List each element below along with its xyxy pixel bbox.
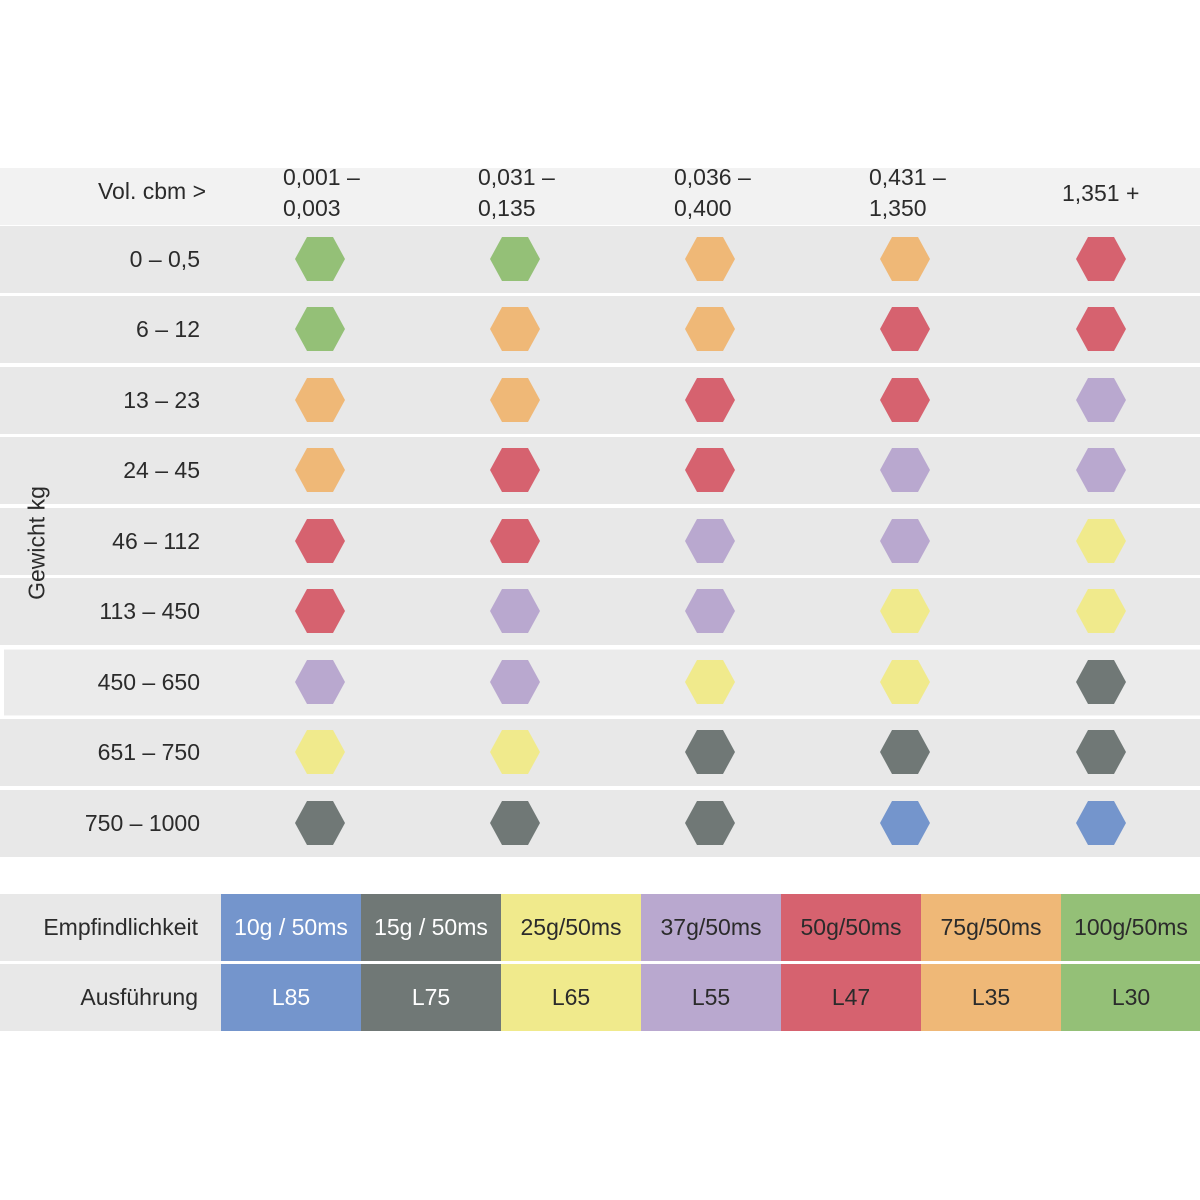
variant-cell: L30	[1061, 964, 1200, 1031]
hexagon-marker-l47	[879, 377, 931, 423]
hexagon-marker-l35	[684, 236, 736, 282]
table-row	[4, 649, 1200, 716]
variant-cell: L75	[361, 964, 501, 1031]
hexagon-marker-l75	[879, 729, 931, 775]
hexagon-marker-l75	[1075, 659, 1127, 705]
hexagon-marker-l75	[1075, 729, 1127, 775]
hexagon-marker-l85	[879, 800, 931, 846]
hexagon-marker-l75	[684, 800, 736, 846]
variant-cell: L35	[921, 964, 1061, 1031]
hexagon-marker-l55	[489, 588, 541, 634]
hexagon-marker-l65	[489, 729, 541, 775]
row-label: 0 – 0,5	[129, 246, 200, 272]
hexagon-marker-l47	[489, 447, 541, 493]
sensitivity-cell: 50g/50ms	[781, 894, 921, 961]
column-header: 1,351 +	[1062, 179, 1140, 206]
hexagon-marker-l35	[489, 306, 541, 352]
header-band	[0, 168, 1200, 225]
hexagon-marker-l65	[879, 659, 931, 705]
hexagon-marker-l75	[489, 800, 541, 846]
hexagon-marker-l35	[489, 377, 541, 423]
row-label: 24 – 45	[123, 457, 200, 483]
hexagon-marker-l65	[879, 588, 931, 634]
table-row	[0, 508, 1200, 575]
hexagon-marker-l47	[489, 518, 541, 564]
table-row	[0, 578, 1200, 645]
hexagon-marker-l35	[294, 377, 346, 423]
hexagon-marker-l55	[294, 659, 346, 705]
hexagon-marker-l47	[294, 588, 346, 634]
hexagon-marker-l75	[684, 729, 736, 775]
variant-cell: L85	[221, 964, 361, 1031]
variant-cell: L55	[641, 964, 781, 1031]
variant-label: Ausführung	[80, 984, 198, 1010]
hexagon-marker-l75	[294, 800, 346, 846]
hexagon-marker-l30	[489, 236, 541, 282]
sensitivity-cell: 25g/50ms	[501, 894, 641, 961]
row-label: 13 – 23	[123, 387, 200, 413]
hexagon-marker-l47	[684, 377, 736, 423]
hexagon-marker-l35	[684, 306, 736, 352]
row-label: 6 – 12	[136, 316, 200, 342]
table-row	[0, 437, 1200, 504]
hexagon-marker-l30	[294, 236, 346, 282]
column-header: 0,431 – 1,350	[869, 164, 946, 221]
sensitivity-cell: 15g / 50ms	[361, 894, 501, 961]
column-header: 0,001 – 0,003	[283, 164, 360, 221]
row-label: 750 – 1000	[84, 810, 200, 836]
table-row	[0, 226, 1200, 293]
hexagon-marker-l65	[294, 729, 346, 775]
hexagon-marker-l55	[879, 518, 931, 564]
sensitivity-label-cell: Empfindlichkeit	[0, 894, 221, 961]
hexagon-marker-l85	[1075, 800, 1127, 846]
hexagon-marker-l35	[294, 447, 346, 493]
hexagon-marker-l30	[294, 306, 346, 352]
hexagon-marker-l65	[1075, 588, 1127, 634]
hexagon-marker-l47	[879, 306, 931, 352]
column-header: 0,036 – 0,400	[674, 164, 751, 221]
table-row	[0, 296, 1200, 363]
row-label: 46 – 112	[112, 528, 200, 554]
hexagon-marker-l65	[1075, 518, 1127, 564]
hexagon-marker-l55	[489, 659, 541, 705]
sensitivity-cell: 37g/50ms	[641, 894, 781, 961]
table-row	[0, 719, 1200, 786]
hexagon-marker-l55	[1075, 447, 1127, 493]
row-label: 450 – 650	[97, 669, 200, 695]
hexagon-marker-l47	[294, 518, 346, 564]
variant-cell: L47	[781, 964, 921, 1031]
table-row	[0, 790, 1200, 857]
variant-label-cell: Ausführung	[0, 964, 221, 1031]
sensitivity-cell: 75g/50ms	[921, 894, 1061, 961]
variant-cell: L65	[501, 964, 641, 1031]
sensitivity-label: Empfindlichkeit	[43, 914, 198, 940]
hexagon-marker-l47	[1075, 306, 1127, 352]
row-label: 113 – 450	[99, 598, 200, 624]
volume-axis-label: Vol. cbm >	[97, 178, 206, 204]
hexagon-marker-l65	[684, 659, 736, 705]
hexagon-marker-l55	[1075, 377, 1127, 423]
weight-axis-label: Gewicht kg	[23, 486, 50, 600]
column-header: 0,031 – 0,135	[478, 164, 555, 221]
hexagon-marker-l55	[879, 447, 931, 493]
hexagon-marker-l55	[684, 518, 736, 564]
row-label: 651 – 750	[97, 739, 200, 765]
hexagon-marker-l55	[684, 588, 736, 634]
hexagon-marker-l47	[684, 447, 736, 493]
hexagon-marker-l35	[879, 236, 931, 282]
hexagon-marker-l47	[1075, 236, 1127, 282]
sensitivity-cell: 10g / 50ms	[221, 894, 361, 961]
table-row	[0, 367, 1200, 434]
sensitivity-cell: 100g/50ms	[1061, 894, 1200, 961]
